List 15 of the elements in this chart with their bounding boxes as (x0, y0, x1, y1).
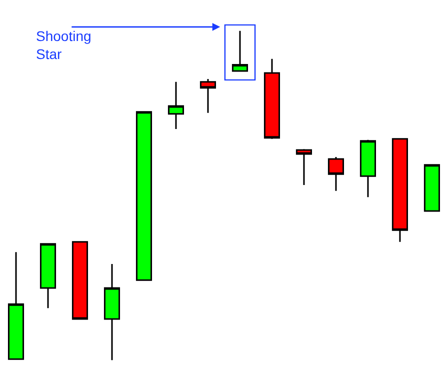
candlestick (104, 263, 120, 361)
candlestick (392, 138, 408, 243)
annotation: Shooting Star (36, 28, 92, 62)
candlestick (8, 251, 24, 360)
candlestick (136, 111, 152, 281)
candlestick (168, 81, 184, 130)
candlestick (328, 156, 344, 192)
candlestick (232, 30, 248, 72)
candlestick (200, 78, 216, 114)
candlestick (360, 139, 376, 198)
candlestick (424, 164, 440, 212)
candlestick (264, 58, 280, 140)
candlestick (296, 148, 312, 186)
candlestick (40, 243, 56, 309)
candlestick (72, 241, 88, 320)
